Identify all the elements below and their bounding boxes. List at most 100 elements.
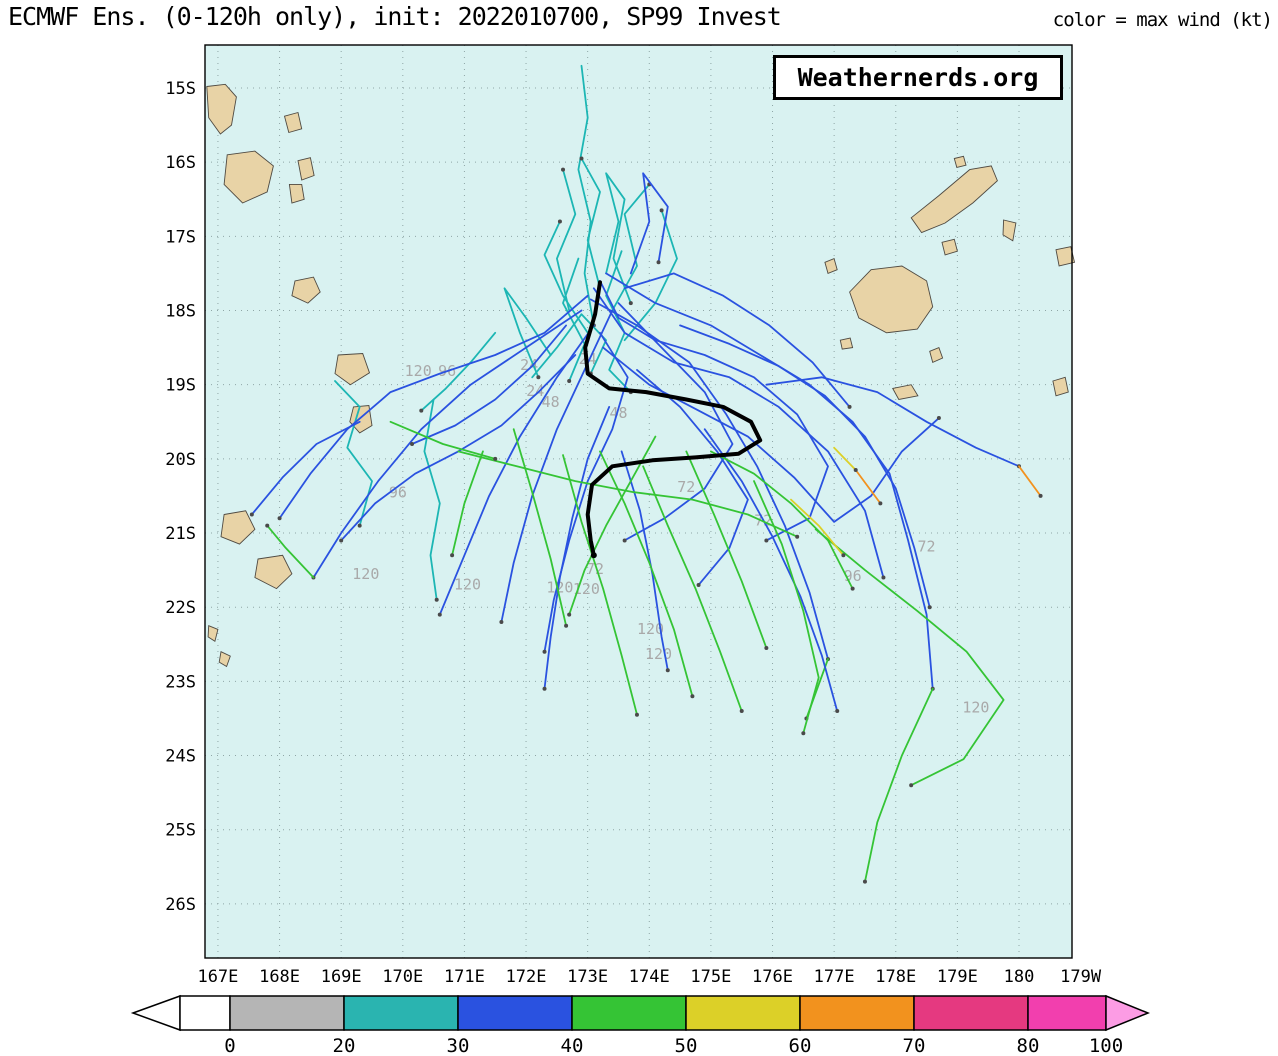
track-endpoint-dot xyxy=(450,553,455,558)
track-endpoint-dot xyxy=(564,623,569,628)
ensemble-track xyxy=(411,324,567,445)
forecast-hour-label: 120 xyxy=(352,565,379,583)
track-endpoint-dot xyxy=(835,709,840,714)
track-endpoint-dot xyxy=(357,523,362,528)
forecast-hour-label: 120 xyxy=(645,645,672,663)
lat-tick-label: 19S xyxy=(165,376,196,396)
land-polygon xyxy=(941,238,958,256)
mean-track xyxy=(583,280,763,558)
track-endpoint-dot xyxy=(567,378,572,383)
track-endpoint-dot xyxy=(690,694,695,699)
forecast-hour-label: 96 xyxy=(389,483,407,501)
track-endpoint-dot xyxy=(881,575,886,580)
track-endpoint-dot xyxy=(410,442,415,447)
ensemble-track xyxy=(568,435,657,616)
ocean-background xyxy=(205,45,1072,958)
land-polygon xyxy=(1052,376,1069,397)
colorbar-label: 20 xyxy=(333,1035,356,1056)
land-polygon xyxy=(218,651,231,668)
lon-tick-label: 171E xyxy=(444,967,485,987)
watermark-text: Weathernerds.org xyxy=(797,63,1039,92)
track-endpoint-dot xyxy=(862,879,867,884)
ensemble-track xyxy=(790,498,845,557)
lat-tick-label: 22S xyxy=(165,598,196,618)
track-endpoint-dot xyxy=(656,260,661,265)
colorbar-label: 50 xyxy=(675,1035,698,1056)
ensemble-track xyxy=(642,465,743,712)
colorbar-segment xyxy=(913,995,1029,1031)
lat-tick-label: 24S xyxy=(165,747,196,767)
land-polygon xyxy=(207,625,219,643)
ensemble-track xyxy=(423,398,441,601)
ensemble-track xyxy=(623,272,851,408)
forecast-hour-label: 120 xyxy=(546,578,573,596)
lon-tick-label: 174E xyxy=(629,967,670,987)
lon-tick-label: 168E xyxy=(259,967,300,987)
ensemble-track xyxy=(1018,465,1042,497)
lat-tick-label: 25S xyxy=(165,821,196,841)
ensemble-track xyxy=(833,446,857,471)
ensemble-track xyxy=(864,687,934,883)
colorbar-label: 40 xyxy=(561,1035,584,1056)
land-polygon xyxy=(254,554,293,590)
ensemble-track xyxy=(685,450,768,649)
ensemble-track xyxy=(580,157,601,290)
colorbar-segment xyxy=(685,995,801,1031)
lon-tick-label: 176E xyxy=(752,967,793,987)
track-endpoint-dot xyxy=(542,649,547,654)
ensemble-track xyxy=(531,313,607,379)
track-endpoint-dot xyxy=(665,668,670,673)
colorbar-segment xyxy=(571,995,687,1031)
ensemble-track xyxy=(703,428,839,712)
colorbar-segment xyxy=(343,995,459,1031)
ensemble-track xyxy=(562,454,638,716)
lat-tick-label: 26S xyxy=(165,895,196,915)
ensemble-track xyxy=(543,405,611,690)
ensemble-track xyxy=(512,428,567,627)
plot-title: ECMWF Ens. (0-120h only), init: 20220107… xyxy=(8,2,782,31)
track-endpoint-dot xyxy=(536,375,541,380)
colorbar-segment xyxy=(229,995,345,1031)
ensemble-track xyxy=(589,298,829,660)
colorbar-label: 70 xyxy=(903,1035,926,1056)
ensemble-track xyxy=(543,331,629,653)
track-endpoint-dot xyxy=(634,712,639,717)
ensemble-track xyxy=(636,368,749,586)
track-endpoint-dot xyxy=(909,783,914,788)
ensemble-track xyxy=(620,450,669,672)
ensemble-track xyxy=(451,450,484,557)
land-polygon xyxy=(849,265,934,334)
lon-tick-label: 169E xyxy=(321,967,362,987)
ensemble-track xyxy=(457,450,799,538)
color-legend-note: color = max wind (kt) xyxy=(1052,9,1273,31)
forecast-hour-label: 72 xyxy=(677,478,695,496)
ensemble-track xyxy=(765,376,1020,468)
track-endpoint-dot xyxy=(739,709,744,714)
colorbar-left-arrow xyxy=(130,994,181,1032)
ensemble-track xyxy=(577,64,595,327)
land-polygon xyxy=(953,155,967,168)
track-endpoint-dot xyxy=(265,523,270,528)
land-polygon xyxy=(334,353,371,386)
ensemble-track xyxy=(602,346,940,523)
ensemble-track xyxy=(438,324,595,616)
land-polygon xyxy=(223,150,274,204)
forecast-hour-label: 120 xyxy=(962,699,989,717)
track-endpoint-dot xyxy=(493,456,498,461)
land-polygon xyxy=(291,276,321,304)
lat-tick-label: 21S xyxy=(165,524,196,544)
land-polygon xyxy=(1002,219,1017,242)
colorbar-segment xyxy=(457,995,573,1031)
track-endpoint-dot xyxy=(499,620,504,625)
land-polygon xyxy=(220,510,256,545)
forecast-hour-label: 24 xyxy=(520,356,538,374)
colorbar-label: 0 xyxy=(224,1035,235,1056)
track-endpoint-dot xyxy=(542,686,547,691)
forecast-hour-label: 48 xyxy=(542,393,560,411)
track-endpoint-dot xyxy=(277,516,282,521)
colorbar-label: 100 xyxy=(1089,1035,1123,1056)
lon-tick-label: 175E xyxy=(690,967,731,987)
colorbar-segment xyxy=(1027,995,1107,1031)
land-polygon xyxy=(206,83,237,135)
